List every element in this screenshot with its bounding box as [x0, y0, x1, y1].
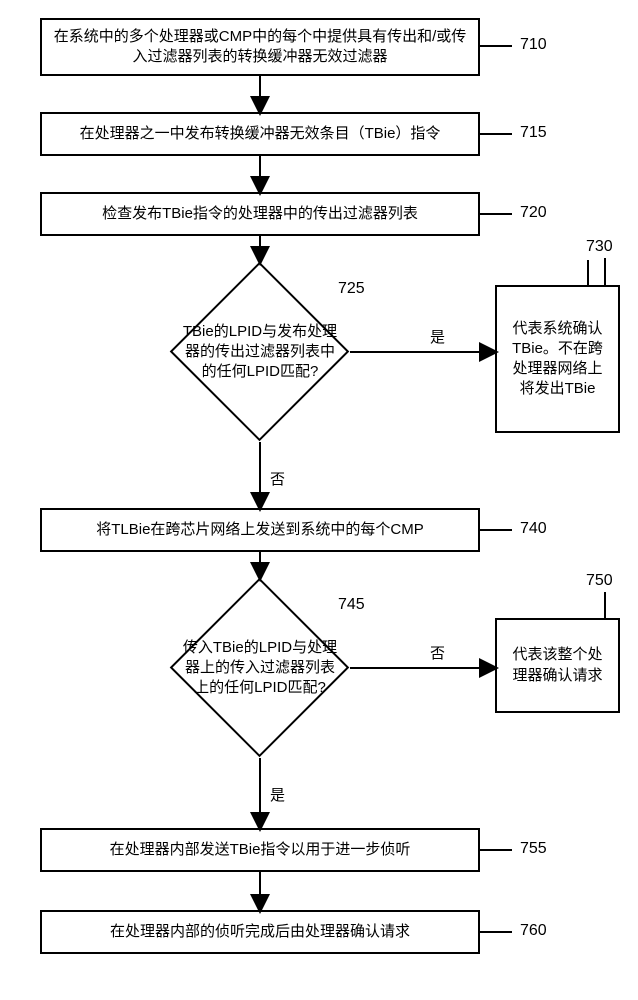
label-760: 760 — [520, 922, 547, 940]
label-745: 745 — [338, 596, 365, 614]
label-750: 750 — [586, 572, 613, 590]
step-710-text: 在系统中的多个处理器或CMP中的每个中提供具有传出和/或传入过滤器列表的转换缓冲… — [52, 27, 468, 68]
label-725: 725 — [338, 280, 365, 298]
edge-745-no: 否 — [430, 642, 445, 663]
decision-745: 传入TBie的LPID与处理器上的传入过滤器列表上的任何LPID匹配? — [170, 578, 350, 758]
label-710: 710 — [520, 36, 547, 54]
step-750-text: 代表该整个处理器确认请求 — [507, 645, 608, 686]
edge-725-no: 否 — [270, 468, 285, 489]
step-740: 将TLBie在跨芯片网络上发送到系统中的每个CMP — [40, 508, 480, 552]
step-750: 代表该整个处理器确认请求 — [495, 618, 620, 713]
step-740-text: 将TLBie在跨芯片网络上发送到系统中的每个CMP — [96, 520, 424, 540]
label-715: 715 — [520, 124, 547, 142]
label-740: 740 — [520, 520, 547, 538]
step-720: 检查发布TBie指令的处理器中的传出过滤器列表 — [40, 192, 480, 236]
step-755-text: 在处理器内部发送TBie指令以用于进一步侦听 — [110, 840, 411, 860]
step-715: 在处理器之一中发布转换缓冲器无效条目（TBie）指令 — [40, 112, 480, 156]
step-760-text: 在处理器内部的侦听完成后由处理器确认请求 — [110, 922, 410, 942]
step-760: 在处理器内部的侦听完成后由处理器确认请求 — [40, 910, 480, 954]
label-730: 730 — [586, 238, 613, 256]
decision-725: TBie的LPID与发布处理器的传出过滤器列表中的任何LPID匹配? — [170, 262, 350, 442]
decision-725-text: TBie的LPID与发布处理器的传出过滤器列表中的任何LPID匹配? — [178, 322, 343, 383]
step-720-text: 检查发布TBie指令的处理器中的传出过滤器列表 — [102, 204, 418, 224]
step-755: 在处理器内部发送TBie指令以用于进一步侦听 — [40, 828, 480, 872]
step-730: 代表系统确认TBie。不在跨处理器网络上将发出TBie — [495, 285, 620, 433]
decision-745-text: 传入TBie的LPID与处理器上的传入过滤器列表上的任何LPID匹配? — [178, 638, 343, 699]
step-715-text: 在处理器之一中发布转换缓冲器无效条目（TBie）指令 — [80, 124, 441, 144]
label-720: 720 — [520, 204, 547, 222]
step-710: 在系统中的多个处理器或CMP中的每个中提供具有传出和/或传入过滤器列表的转换缓冲… — [40, 18, 480, 76]
edge-745-yes: 是 — [270, 784, 285, 805]
step-730-text: 代表系统确认TBie。不在跨处理器网络上将发出TBie — [507, 319, 608, 400]
label-755: 755 — [520, 840, 547, 858]
edge-725-yes: 是 — [430, 326, 445, 347]
